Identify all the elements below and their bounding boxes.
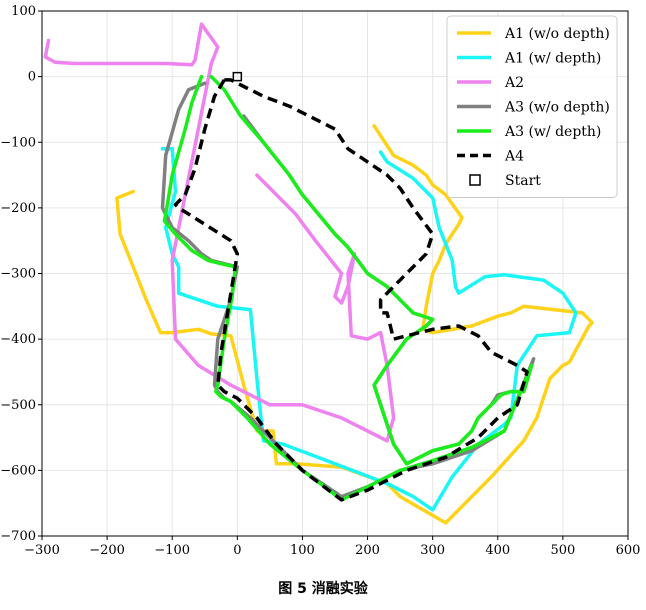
y-tick-label: 100 (11, 4, 36, 19)
y-tick-label: −700 (0, 529, 36, 544)
y-tick-label: −400 (0, 332, 36, 347)
start-marker (232, 71, 243, 82)
legend-label-start: Start (505, 173, 541, 189)
series-line-3 (43, 22, 396, 443)
y-tick-label: −100 (0, 135, 36, 150)
axis-ticks: −300 −200 −100 0 100 200 300 400 500 600 100 0 −100 −… (0, 4, 640, 558)
x-tick-label: −300 (24, 543, 60, 558)
y-tick-label: 0 (28, 70, 36, 85)
x-tick-label: 300 (420, 543, 445, 558)
x-tick-label: 100 (290, 543, 315, 558)
legend-label: A1 (w/ depth) (504, 51, 601, 67)
series-line-6 (173, 78, 529, 502)
legend-label: A4 (504, 149, 524, 165)
x-tick-label: 600 (616, 543, 641, 558)
x-tick-label: 500 (550, 543, 575, 558)
x-tick-label: 200 (355, 543, 380, 558)
y-tick-label: −500 (0, 398, 36, 413)
trajectory-chart: −300 −200 −100 0 100 200 300 400 500 600 100 0 −100 −… (0, 4, 640, 558)
series-line-1 (115, 124, 594, 525)
y-tick-label: −300 (0, 267, 36, 282)
plot-series (43, 22, 594, 525)
y-tick-label: −200 (0, 201, 36, 216)
legend-label: A2 (504, 75, 524, 91)
legend-label: A3 (w/ depth) (504, 124, 601, 140)
legend: A1 (w/o depth) A1 (w/ depth) A2 A3 (w/o dep… (446, 15, 618, 198)
legend-label: A3 (w/o depth) (504, 100, 610, 116)
x-tick-label: −100 (154, 543, 190, 558)
x-tick-label: 400 (485, 543, 510, 558)
y-tick-label: −600 (0, 463, 36, 478)
figure-caption: 图 5 消融实验 (278, 581, 368, 597)
x-tick-label: −200 (89, 543, 125, 558)
legend-label: A1 (w/o depth) (504, 26, 610, 42)
x-tick-label: 0 (233, 543, 241, 558)
legend-start-marker (469, 174, 481, 186)
legend-box (446, 15, 618, 198)
